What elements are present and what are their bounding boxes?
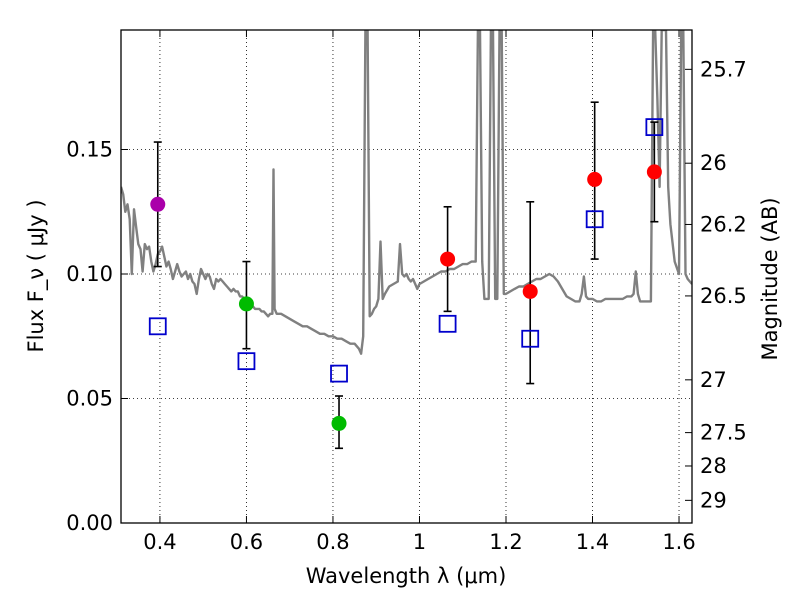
x-tick-label: 0.8 [316,530,349,554]
x-axis-title: Wavelength λ (μm) [306,564,507,588]
y2-tick-label: 25.7 [700,57,747,81]
sed-layer [121,30,692,355]
flux-point [150,196,166,212]
model-square [645,118,664,137]
model-square [585,210,604,229]
x-tick-label: 1.6 [662,530,695,554]
x-tick-label: 1.4 [576,530,609,554]
sed-line [121,30,692,355]
model-square [148,317,167,336]
y-tick-label: 0.05 [66,387,113,411]
x-tick-label: 0.6 [230,530,263,554]
flux-point [238,296,254,312]
plot-frame [120,29,693,524]
y2-tick-label: 29 [700,488,727,512]
y2-tick-label: 26.2 [700,212,747,236]
flux-point [522,283,538,299]
model-squares-layer [148,118,664,383]
y2-tick-label: 26.5 [700,284,747,308]
x-tick-label: 0.4 [143,530,176,554]
model-square [438,314,457,333]
model-square [237,352,256,371]
y2-tick-label: 27.5 [700,421,747,445]
y-tick-label: 0.15 [66,138,113,162]
x-tick-label: 1 [413,530,426,554]
y2-axis: 25.7 26 26.2 26.5 27 27.5 28 29 [685,57,747,512]
y-axis-title: Flux F_ν ( μJy ) [24,199,49,352]
model-square [521,329,540,348]
flux-point [440,251,456,267]
flux-point [587,171,603,187]
y2-axis-title: Magnitude (AB) [758,197,782,360]
y-tick-label: 0.00 [66,511,113,535]
y2-tick-label: 27 [700,368,727,392]
x-axis: 0.4 0.6 0.8 1 1.2 1.4 1.6 [143,30,696,554]
flux-point [646,164,662,180]
y2-tick-label: 28 [700,454,727,478]
y-tick-label: 0.10 [66,262,113,286]
model-square [330,364,348,383]
flux-points-layer [150,164,662,431]
y-axis: 0.00 0.05 0.10 0.15 [66,138,128,535]
y2-tick-label: 26 [700,151,727,175]
flux-point [331,415,347,431]
x-tick-label: 1.2 [489,530,522,554]
